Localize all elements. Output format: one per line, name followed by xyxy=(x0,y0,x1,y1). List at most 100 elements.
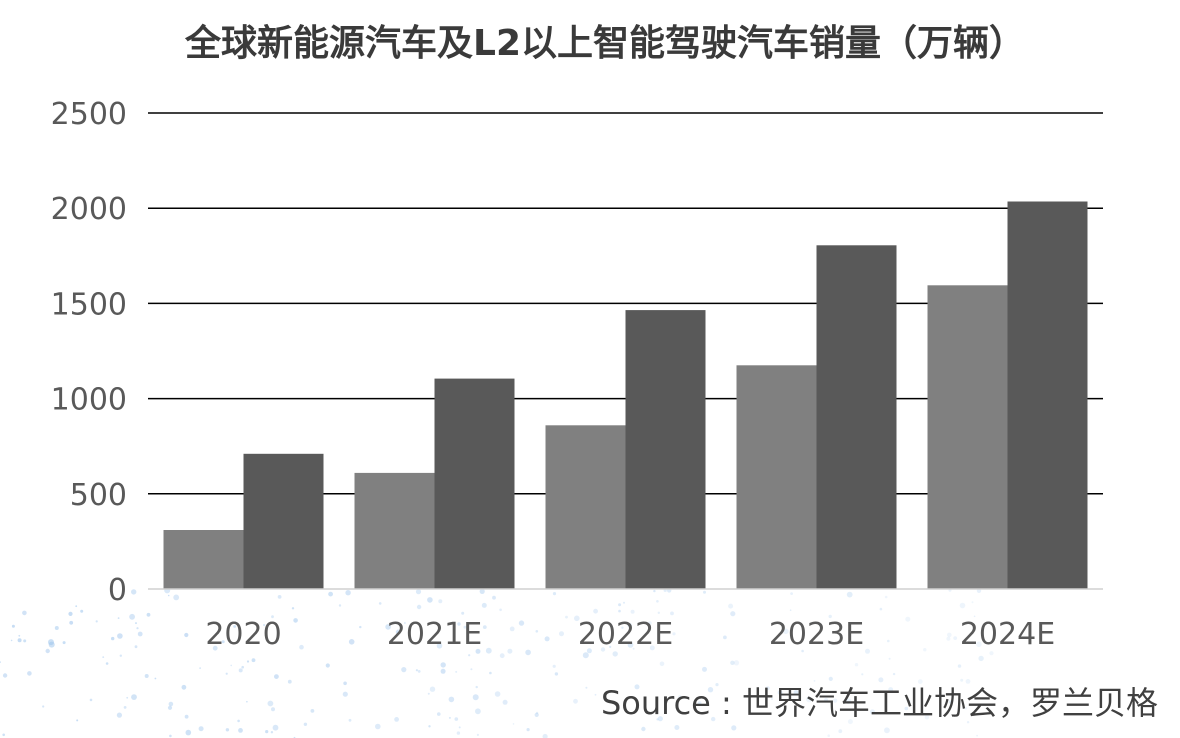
decorative-dot xyxy=(869,709,875,715)
decorative-dot xyxy=(819,624,822,628)
decorative-dot xyxy=(2,733,5,737)
decorative-dot xyxy=(730,660,735,665)
decorative-dot xyxy=(291,607,295,610)
decorative-dot xyxy=(18,634,21,637)
decorative-dot xyxy=(454,717,459,721)
decorative-dot xyxy=(476,733,479,737)
decorative-dot xyxy=(947,632,952,638)
decorative-dot xyxy=(429,686,436,692)
decorative-dot xyxy=(659,661,665,667)
bar-series-1-2020 xyxy=(163,530,244,589)
x-tick-label: 2024E xyxy=(960,617,1055,652)
decorative-dot xyxy=(198,726,204,732)
decorative-dot xyxy=(271,615,274,619)
decorative-dot xyxy=(957,664,962,668)
decorative-dot xyxy=(783,628,789,635)
decorative-dot xyxy=(838,729,843,734)
decorative-dot xyxy=(131,589,137,595)
decorative-dot xyxy=(845,698,852,704)
decorative-dot xyxy=(953,636,958,640)
decorative-dot xyxy=(884,595,888,599)
decorative-dot xyxy=(45,648,50,654)
decorative-dot xyxy=(404,622,406,624)
y-tick-label: 2500 xyxy=(51,97,127,132)
decorative-dot xyxy=(272,724,279,731)
bar-series-2-2023E xyxy=(816,245,897,590)
decorative-dot xyxy=(770,697,774,701)
decorative-dot xyxy=(854,663,859,667)
decorative-dot xyxy=(828,614,832,619)
decorative-dot xyxy=(971,631,974,634)
decorative-dot xyxy=(678,695,682,699)
decorative-dot xyxy=(359,625,362,629)
decorative-dot xyxy=(924,715,930,720)
decorative-dot xyxy=(251,658,256,663)
decorative-dot xyxy=(536,711,539,715)
decorative-dot xyxy=(22,610,27,616)
decorative-dot xyxy=(481,602,487,608)
decorative-dot xyxy=(80,609,84,613)
decorative-dot xyxy=(274,674,279,679)
decorative-dot xyxy=(68,611,73,617)
decorative-dot xyxy=(733,660,740,666)
decorative-dot xyxy=(534,712,539,718)
x-tick-label: 2023E xyxy=(769,617,864,652)
decorative-dot xyxy=(2,673,8,678)
decorative-dot xyxy=(552,664,556,668)
decorative-dot xyxy=(715,683,719,687)
decorative-dot xyxy=(833,698,838,703)
decorative-dot xyxy=(385,624,391,630)
decorative-dot xyxy=(117,633,123,639)
decorative-dot xyxy=(973,615,976,618)
decorative-dot xyxy=(609,645,612,649)
decorative-dot xyxy=(806,696,812,703)
decorative-dot xyxy=(971,601,974,604)
decorative-dot xyxy=(828,676,833,682)
decorative-dot xyxy=(976,641,982,648)
decorative-dot xyxy=(905,616,911,622)
decorative-dot xyxy=(415,589,422,595)
decorative-dot-pattern xyxy=(0,587,994,738)
decorative-dot xyxy=(554,672,559,676)
decorative-dot xyxy=(137,631,143,637)
decorative-dot xyxy=(75,605,78,608)
decorative-dot xyxy=(181,684,187,690)
decorative-dot xyxy=(704,711,707,714)
decorative-dot xyxy=(17,638,22,643)
decorative-dot xyxy=(884,727,890,734)
decorative-dot xyxy=(427,597,433,603)
bar-series-1-2021E xyxy=(354,472,435,589)
decorative-dot xyxy=(813,680,816,682)
x-tick-label: 2022E xyxy=(578,617,673,652)
decorative-dot xyxy=(54,626,59,630)
decorative-dot xyxy=(525,649,531,656)
decorative-dot xyxy=(378,602,382,605)
decorative-dot xyxy=(672,632,676,636)
decorative-dot xyxy=(634,684,640,690)
decorative-dot xyxy=(518,620,525,626)
decorative-dot xyxy=(565,615,568,619)
decorative-dot xyxy=(703,590,706,594)
decorative-dot xyxy=(342,691,348,697)
decorative-dot xyxy=(965,679,971,684)
decorative-dot xyxy=(594,693,597,696)
decorative-dot xyxy=(824,698,829,702)
decorative-dot xyxy=(649,645,655,651)
decorative-dot xyxy=(960,678,964,682)
decorative-dot xyxy=(499,653,505,659)
decorative-dot xyxy=(765,686,770,691)
decorative-dot xyxy=(641,726,646,732)
decorative-dot xyxy=(888,657,891,660)
decorative-dot xyxy=(154,677,157,680)
bar-series-2-2022E xyxy=(625,310,706,589)
decorative-dot xyxy=(119,654,123,657)
decorative-dot xyxy=(135,622,137,625)
decorative-dot xyxy=(184,632,189,638)
bars xyxy=(163,201,1088,590)
decorative-dot xyxy=(623,601,625,604)
decorative-dot xyxy=(394,717,399,722)
decorative-dot xyxy=(102,656,105,658)
x-tick-label: 2021E xyxy=(387,617,482,652)
decorative-dot xyxy=(793,690,799,695)
decorative-dot xyxy=(702,666,707,672)
